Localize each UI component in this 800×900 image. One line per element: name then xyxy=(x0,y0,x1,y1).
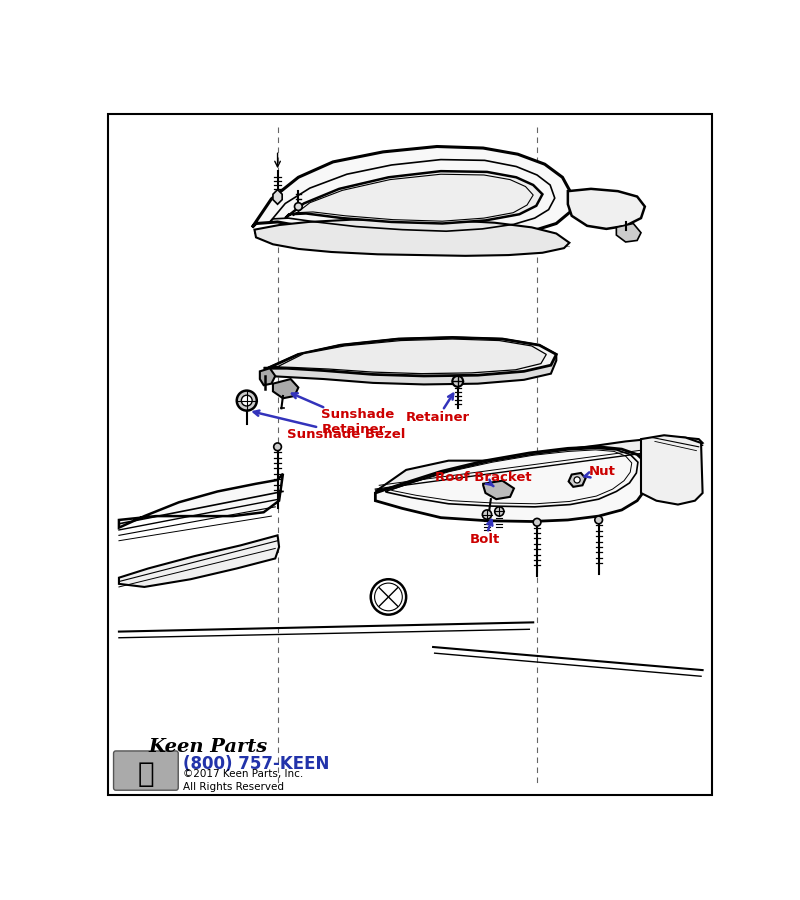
Text: Keen Parts: Keen Parts xyxy=(148,738,267,756)
Circle shape xyxy=(294,202,302,211)
Circle shape xyxy=(482,510,492,519)
Polygon shape xyxy=(641,436,702,505)
Circle shape xyxy=(574,477,580,483)
Text: (800) 757-KEEN: (800) 757-KEEN xyxy=(183,755,330,773)
Circle shape xyxy=(274,443,282,451)
Polygon shape xyxy=(264,338,556,376)
Polygon shape xyxy=(483,481,514,500)
Polygon shape xyxy=(119,536,279,587)
Polygon shape xyxy=(267,338,556,384)
Circle shape xyxy=(237,391,257,410)
Text: ©2017 Keen Parts, Inc.
All Rights Reserved: ©2017 Keen Parts, Inc. All Rights Reserv… xyxy=(183,769,303,792)
Circle shape xyxy=(533,518,541,526)
Text: Retainer: Retainer xyxy=(406,393,470,424)
Polygon shape xyxy=(569,473,586,487)
Polygon shape xyxy=(273,379,298,399)
Polygon shape xyxy=(273,339,546,374)
Text: 🚗: 🚗 xyxy=(138,760,154,788)
Polygon shape xyxy=(286,171,542,223)
FancyBboxPatch shape xyxy=(114,751,178,790)
Circle shape xyxy=(242,395,252,406)
Text: Bolt: Bolt xyxy=(470,520,500,546)
Polygon shape xyxy=(375,446,649,521)
Polygon shape xyxy=(254,219,570,256)
Circle shape xyxy=(494,507,504,516)
Polygon shape xyxy=(375,437,702,491)
Polygon shape xyxy=(260,368,275,385)
Text: Roof Bracket: Roof Bracket xyxy=(434,472,531,486)
Polygon shape xyxy=(616,223,641,242)
Circle shape xyxy=(374,583,402,611)
Text: Sunshade
Retainer: Sunshade Retainer xyxy=(292,393,394,436)
Text: Sunshade Bezel: Sunshade Bezel xyxy=(254,410,405,441)
Polygon shape xyxy=(252,147,572,239)
Text: Nut: Nut xyxy=(585,465,615,478)
Polygon shape xyxy=(119,473,283,527)
Polygon shape xyxy=(568,189,645,229)
Circle shape xyxy=(370,580,406,615)
Circle shape xyxy=(452,376,463,387)
Polygon shape xyxy=(273,190,282,204)
Circle shape xyxy=(595,516,602,524)
